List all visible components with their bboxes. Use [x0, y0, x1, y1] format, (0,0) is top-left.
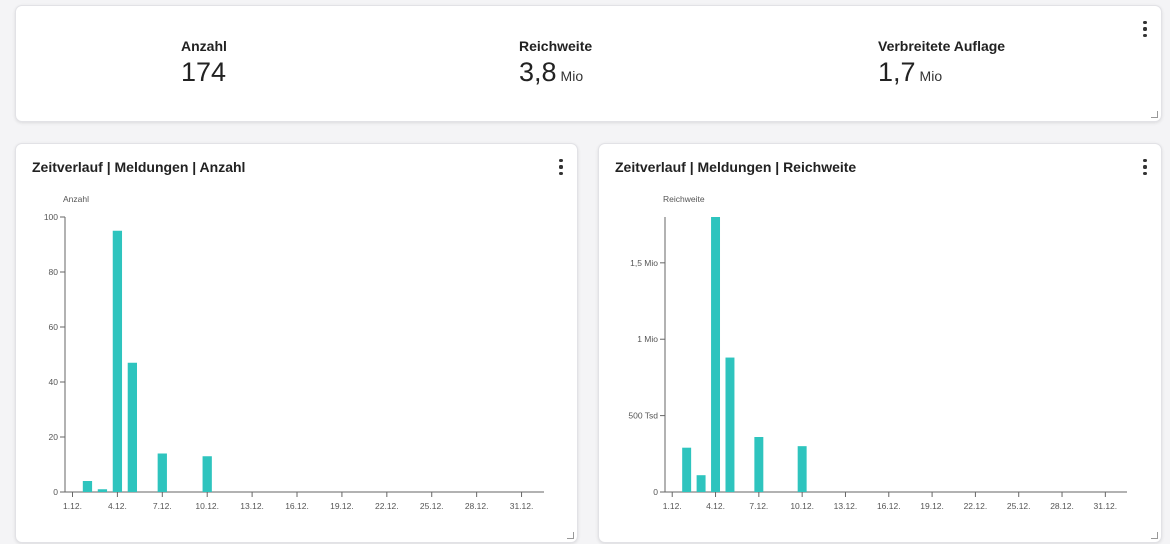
resize-grip-icon[interactable] — [1151, 111, 1158, 118]
x-tick-label: 28.12. — [465, 501, 489, 511]
x-tick-label: 7.12. — [749, 501, 768, 511]
kpi-reichweite: Reichweite 3,8 Mio — [519, 38, 592, 88]
x-tick-label: 25.12. — [1007, 501, 1031, 511]
chart-card-reichweite: Zeitverlauf | Meldungen | Reichweite Rei… — [598, 143, 1162, 543]
kpi-label: Anzahl — [181, 38, 227, 54]
kpi-verbreitete-auflage: Verbreitete Auflage 1,7 Mio — [878, 38, 1005, 88]
x-tick-label: 4.12. — [706, 501, 725, 511]
kpi-value: 1,7 — [878, 57, 916, 87]
x-tick-label: 16.12. — [877, 501, 901, 511]
y-tick-label: 80 — [49, 267, 59, 277]
x-tick-label: 16.12. — [285, 501, 309, 511]
more-vert-icon[interactable] — [1138, 20, 1152, 38]
x-tick-label: 31.12. — [510, 501, 534, 511]
chart-title: Zeitverlauf | Meldungen | Reichweite — [615, 159, 857, 175]
x-tick-label: 13.12. — [834, 501, 858, 511]
kpi-label: Verbreitete Auflage — [878, 38, 1006, 54]
x-tick-label: 25.12. — [420, 501, 444, 511]
chart-bar[interactable] — [127, 362, 137, 492]
x-tick-label: 10.12. — [790, 501, 814, 511]
kpi-label: Reichweite — [519, 38, 593, 54]
more-vert-icon[interactable] — [1138, 158, 1152, 176]
kpi-unit: Mio — [560, 68, 584, 84]
x-tick-label: 7.12. — [153, 501, 172, 511]
y-axis-label: Reichweite — [663, 194, 705, 204]
chart-bar[interactable] — [82, 481, 93, 492]
chart-bar[interactable] — [157, 453, 167, 493]
chart-bar[interactable] — [97, 489, 108, 492]
kpi-unit: Mio — [919, 68, 943, 84]
x-tick-label: 22.12. — [964, 501, 988, 511]
chart-bar[interactable] — [754, 437, 764, 492]
x-tick-label: 28.12. — [1050, 501, 1074, 511]
chart-bar[interactable] — [797, 446, 807, 492]
kpi-value: 174 — [181, 57, 227, 87]
y-axis-label: Anzahl — [63, 194, 89, 204]
chart-bar[interactable] — [711, 217, 721, 492]
x-tick-label: 19.12. — [920, 501, 944, 511]
more-vert-icon[interactable] — [554, 158, 568, 176]
x-tick-label: 1.12. — [63, 501, 82, 511]
x-tick-label: 13.12. — [240, 501, 264, 511]
kpi-anzahl: Anzahl 174 — [181, 38, 230, 88]
bar-chart-anzahl: Anzahl 0 20 40 60 80 100 1.12. 4.12. 7.12. 10.12. 1… — [44, 194, 544, 511]
x-tick-label: 22.12. — [375, 501, 399, 511]
y-tick-label: 20 — [49, 432, 59, 442]
kpi-value: 3,8 — [519, 57, 557, 87]
x-tick-label: 1.12. — [663, 501, 682, 511]
resize-grip-icon[interactable] — [1151, 532, 1158, 539]
x-tick-label: 4.12. — [108, 501, 127, 511]
chart-bar[interactable] — [202, 456, 212, 492]
x-tick-label: 10.12. — [195, 501, 219, 511]
y-tick-label: 60 — [49, 322, 59, 332]
y-tick-label: 100 — [44, 212, 58, 222]
chart-title: Zeitverlauf | Meldungen | Anzahl — [32, 159, 246, 175]
bar-chart-reichweite: Reichweite 0 500 Tsd 1 Mio 1,5 Mio 1.12. 4.12.… — [628, 194, 1127, 511]
y-tick-label: 1 Mio — [637, 334, 658, 344]
resize-grip-icon[interactable] — [567, 532, 574, 539]
kpi-summary-card: Anzahl 174 Reichweite 3,8 Mio Verbreitete… — [15, 5, 1162, 122]
chart-bar[interactable] — [725, 357, 735, 492]
chart-bar[interactable] — [696, 475, 706, 492]
y-tick-label: 0 — [653, 487, 658, 497]
x-tick-label: 19.12. — [330, 501, 354, 511]
y-tick-label: 40 — [49, 377, 59, 387]
y-tick-label: 0 — [53, 487, 58, 497]
chart-card-anzahl: Zeitverlauf | Meldungen | Anzahl Anzahl 0… — [15, 143, 578, 543]
x-tick-label: 31.12. — [1094, 501, 1118, 511]
chart-bar[interactable] — [682, 447, 692, 492]
chart-bar[interactable] — [112, 230, 123, 492]
y-tick-label: 500 Tsd — [628, 411, 658, 421]
y-tick-label: 1,5 Mio — [630, 258, 658, 268]
